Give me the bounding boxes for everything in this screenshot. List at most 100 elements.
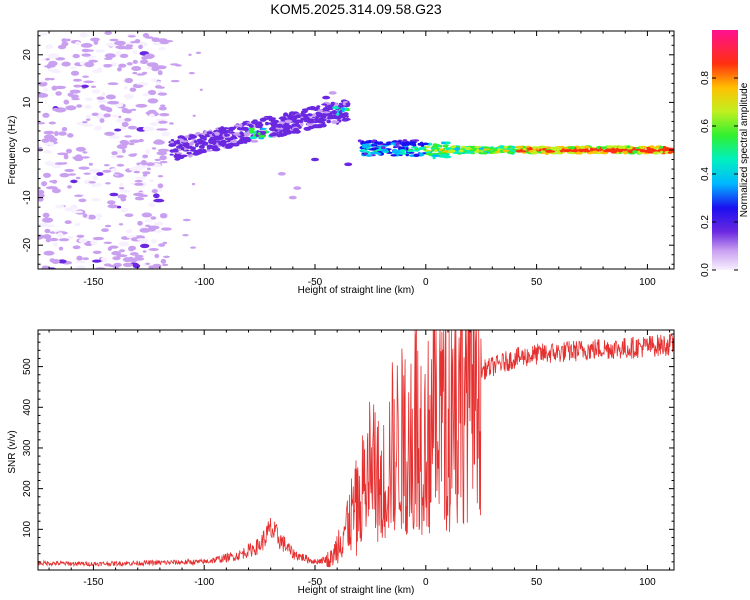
spectrogram-cell-324 [55, 204, 65, 209]
spectrogram-cell-165 [108, 135, 120, 139]
spectrogram-cell-386 [44, 77, 52, 81]
spectrogram-cell-414 [83, 80, 95, 84]
spectrogram-cell-1004 [322, 95, 331, 100]
spectrogram-cell-908 [188, 142, 194, 146]
spectrogram-cell-1664 [368, 148, 377, 151]
spectrogram-cell-962 [281, 125, 287, 129]
spectrogram-cell-1583 [538, 145, 547, 149]
spectrogram-cell-785 [168, 143, 177, 147]
spectrogram-cell-917 [227, 131, 236, 134]
spectrogram-cell-209 [119, 182, 124, 187]
spectrogram-cell-457 [154, 65, 161, 68]
spectrogram-cell-429 [82, 75, 89, 78]
snr-ytick-label-0: 100 [22, 521, 33, 538]
spectrogram-cell-267 [74, 156, 84, 162]
spectrogram-cell-1682 [600, 150, 604, 154]
spectrogram-cell-379 [140, 243, 150, 249]
spectrogram-cell-0 [117, 194, 127, 199]
spectrogram-cell-1563 [649, 145, 655, 149]
spectrogram-cell-963 [288, 111, 297, 115]
snr-series-line [38, 330, 674, 568]
spectrogram-cell-15 [135, 103, 148, 108]
spectrogram-cell-394 [43, 134, 55, 140]
spectrogram-cell-437 [170, 63, 179, 66]
spectrogram-cell-991 [175, 157, 180, 161]
spectrogram-cell-200 [111, 251, 122, 256]
spectrogram-cell-348 [84, 104, 92, 110]
spectrogram-cell-476 [191, 182, 196, 186]
spectrogram-cell-1702 [361, 143, 366, 147]
spectrogram-cell-971 [276, 133, 281, 138]
spectrogram-cell-759 [249, 136, 258, 140]
spectrogram-cell-301 [103, 64, 112, 68]
spectrogram-cell-374 [91, 69, 102, 74]
spectrogram-cell-76 [150, 216, 157, 220]
spectrogram-cell-142 [91, 89, 101, 94]
spectrogram-cell-1677 [542, 148, 547, 151]
spectrogram-cell-14 [149, 122, 160, 126]
spectrogram-cell-326 [147, 98, 159, 104]
spectrogram-cell-454 [123, 143, 129, 146]
spectrogram-cell-945 [260, 130, 266, 135]
spectrogram-cell-156 [155, 118, 167, 122]
spectrogram-cell-82 [81, 156, 90, 159]
spectrogram-cell-349 [138, 44, 143, 50]
spectrogram-cell-218 [157, 92, 168, 96]
spectrogram-cell-89 [117, 67, 122, 72]
spectrogram-cell-1700 [567, 151, 574, 154]
spectrogram-cell-469 [114, 172, 121, 175]
spectrogram-cell-1575 [428, 152, 433, 156]
spectrogram-cell-352 [41, 138, 50, 143]
spectrogram-cell-303 [118, 63, 127, 68]
spectrogram-cell-950 [341, 109, 345, 113]
spectrogram-cell-125 [107, 82, 119, 86]
spectrogram-cell-318 [159, 213, 168, 219]
colorbar: 0.0 0.2 0.4 0.6 0.8 Normalized spectral ampl… [700, 30, 750, 277]
spectrogram-cell-252 [90, 240, 98, 246]
spectrogram-cell-574 [198, 144, 205, 150]
spectrogram-cell-948 [255, 124, 263, 128]
spectrogram-cell-916 [169, 153, 174, 156]
spectrogram-cell-202 [73, 84, 82, 88]
spectrogram-cell-350 [84, 61, 95, 68]
spectrogram-cell-328 [148, 109, 157, 114]
spectrogram-cell-844 [259, 127, 267, 130]
spectrogram-cell-50 [158, 106, 167, 111]
spectrogram-cell-847 [333, 117, 342, 120]
spectrogram-cell-294 [70, 94, 79, 99]
spectrogram-cell-411 [136, 238, 147, 241]
spectrogram-cell-713 [344, 115, 349, 118]
spectrogram-cell-368 [129, 139, 141, 143]
spectrogram-cell-44 [67, 185, 72, 189]
spectrogram-cell-1673 [431, 145, 439, 149]
spectrogram-cell-466 [163, 255, 170, 258]
spectrogram-cell-1555 [589, 148, 598, 151]
spectrogram-cell-139 [144, 219, 152, 223]
spectrogram-cell-952 [306, 119, 315, 124]
spectrogram-cell-927 [216, 136, 224, 140]
spectrogram-cell-946 [316, 112, 323, 116]
spectrogram-cell-180 [69, 89, 81, 94]
spectrogram-cell-260 [107, 204, 119, 209]
spectrogram-cell-101 [124, 93, 134, 100]
spectrogram-cell-376 [162, 241, 168, 245]
spectrogram-cell-167 [104, 131, 115, 136]
spectrogram-cell-442 [147, 56, 153, 59]
spectrogram-cell-689 [326, 119, 332, 124]
spectrogram-cell-462 [157, 86, 165, 89]
spectrogram-cell-740 [316, 105, 321, 108]
spectrogram-cell-976 [228, 128, 235, 131]
spectrogram-cell-445 [142, 250, 147, 253]
spectrogram-cell-251 [157, 183, 164, 189]
spectrogram-cell-335 [49, 139, 55, 143]
spectrogram-cell-1550 [371, 151, 380, 155]
spectrogram-cell-458 [159, 160, 168, 164]
spectrogram-cell-881 [275, 123, 284, 128]
spectrogram-cell-175 [38, 143, 41, 147]
spectrogram-cell-288 [113, 262, 122, 268]
spectrogram-cell-11 [87, 214, 96, 220]
spectrogram-cell-1007 [293, 186, 302, 190]
spectrogram-cell-790 [203, 137, 207, 141]
